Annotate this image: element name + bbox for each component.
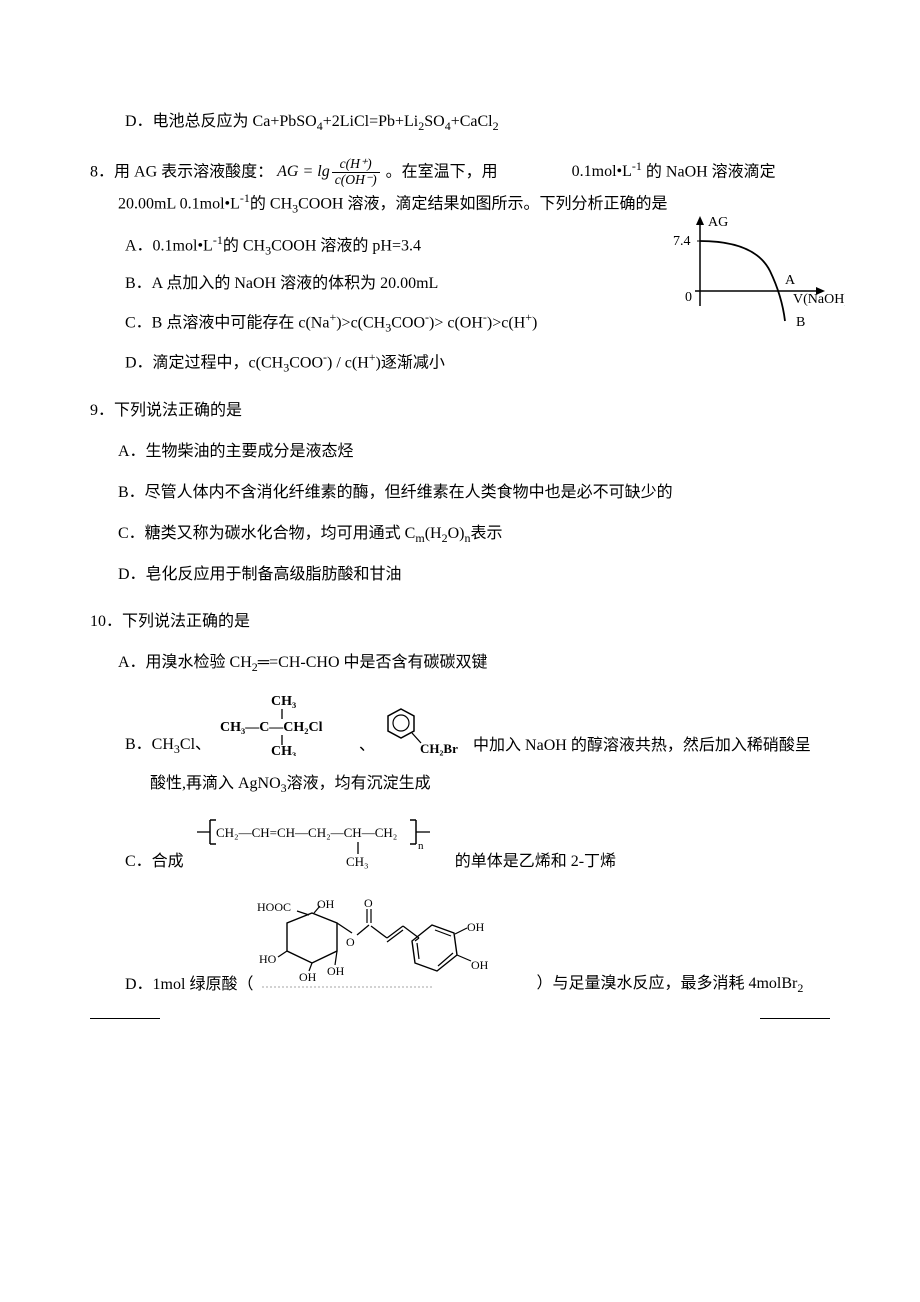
point-a-label: A (785, 273, 796, 288)
text: B．A 点加入的 NaOH 溶液的体积为 20.00mL (125, 275, 438, 292)
text: ）与足量溴水反应，最多消耗 4molBr (536, 975, 797, 992)
chlorogenic-acid-structure: HOOC OH HO OH OH O O (257, 893, 532, 1004)
text: B．CH (125, 736, 174, 753)
svg-text:CH₂Br: CH₂Br (420, 741, 458, 756)
text: B．尽管人体内不含消化纤维素的酶，但纤维素在人类食物中也是必不可缺少的 (118, 484, 673, 501)
text: ) (532, 314, 537, 331)
q10-option-b: B．CH3Cl、 CH₃ CH₃—C—CH₂Cl CH₃ 、 CH₂Br 中加入… (125, 691, 830, 767)
text: 的 CH (250, 195, 292, 212)
q8-option-c: C．B 点溶液中可能存在 c(Na+)>c(CH3COO-)> c(OH-)>c… (125, 307, 620, 339)
text: D．电池总反应为 Ca+PbSO (125, 113, 317, 130)
q9-option-a: A．生物柴油的主要成分是液态烃 (118, 438, 830, 467)
text: C．B 点溶液中可能存在 c(Na (125, 314, 329, 331)
q10-number: 10． (90, 613, 122, 630)
text: D．滴定过程中，c(CH (125, 354, 283, 371)
text: )>c(H (487, 314, 525, 331)
lhs: AG = lg (277, 163, 330, 180)
text: COOH 溶液的 pH=3.4 (271, 237, 421, 254)
svg-text:HO: HO (259, 952, 277, 966)
text: 的单体是乙烯和 2-丁烯 (455, 848, 616, 881)
footer-rule-right (760, 1018, 830, 1019)
text: 中加入 NaOH 的醇溶液共热，然后加入稀硝酸呈 (473, 732, 811, 767)
origin-label: 0 (685, 290, 692, 305)
q8-option-b: B．A 点加入的 NaOH 溶液的体积为 20.00mL (125, 270, 620, 299)
q9-option-b: B．尽管人体内不含消化纤维素的酶，但纤维素在人类食物中也是必不可缺少的 (118, 479, 830, 508)
q9-number: 9． (90, 402, 114, 419)
svg-text:n: n (418, 840, 424, 852)
svg-text:CH₃: CH₃ (271, 694, 296, 709)
footer-rule-left (90, 1018, 160, 1019)
benzyl-bromide-structure: CH₂Br (379, 701, 469, 767)
svg-text:CH₃: CH₃ (346, 854, 369, 869)
text: 酸性,再滴入 AgNO (150, 775, 281, 792)
text: C．糖类又称为碳水化合物，均可用通式 C (118, 525, 415, 542)
text: A．生物柴油的主要成分是液态烃 (118, 443, 354, 460)
y-tick-label: 7.4 (673, 234, 691, 249)
svg-text:OH: OH (327, 964, 345, 978)
question-9: 9．下列说法正确的是 A．生物柴油的主要成分是液态烃 B．尽管人体内不含消化纤维… (90, 397, 830, 590)
text: COO (391, 314, 425, 331)
text: )> c(OH (429, 314, 483, 331)
q10-option-b-cont: 酸性,再滴入 AgNO3溶液，均有沉淀生成 (150, 770, 830, 800)
text: O) (448, 525, 465, 542)
text: 表示 (470, 525, 502, 542)
q8-option-d: D．滴定过程中，c(CH3COO-) / c(H+)逐渐减小 (125, 347, 620, 379)
svg-text:OH: OH (467, 920, 485, 934)
svg-text:OH: OH (299, 970, 317, 984)
svg-text:HOOC: HOOC (257, 900, 291, 914)
text: 。在室温下，用 (386, 163, 498, 180)
svg-text:CH₃—C—CH₂Cl: CH₃—C—CH₂Cl (220, 720, 323, 735)
svg-text:OH: OH (317, 897, 335, 911)
text: A．用溴水检验 CH (118, 654, 252, 671)
svg-text:O: O (364, 896, 373, 910)
text: )>c(CH (336, 314, 385, 331)
text: 、 (359, 732, 375, 767)
text: +2LiCl=Pb+Li (323, 113, 419, 130)
svg-text:O: O (346, 935, 355, 949)
q9-option-d: D．皂化反应用于制备高级脂肪酸和甘油 (118, 561, 830, 590)
q10-option-c: C．合成 CH₂—CH=CH—CH₂—CH—CH₂ n CH₃ 的单体是乙烯和 … (125, 812, 830, 881)
point-b-label: B (796, 315, 805, 330)
text: COO (289, 354, 323, 371)
q10-option-a: A．用溴水检验 CH2═=CH-CHO 中是否含有碳碳双键 (118, 649, 830, 679)
text: 的 CH (223, 237, 265, 254)
text: Cl、 (180, 736, 211, 753)
q10-option-d: D．1mol 绿原酸（ HOOC OH HO OH OH O (125, 893, 830, 1004)
text: (H (425, 525, 442, 542)
polymer-structure: CH₂—CH=CH—CH₂—CH—CH₂ n CH₃ (192, 812, 447, 881)
text: D．1mol 绿原酸（ (125, 971, 253, 1004)
text: 0.1mol•L (572, 163, 632, 180)
svg-text:CH₃: CH₃ (271, 744, 296, 756)
text: 的 NaOH 溶液滴定 (646, 163, 776, 180)
text: =CH-CHO 中是否含有碳碳双键 (269, 654, 487, 671)
svg-text:OH: OH (471, 958, 489, 972)
text: COOH 溶液，滴定结果如图所示。下列分析正确的是 (298, 195, 667, 212)
svg-text:CH₂—CH=CH—CH₂—CH—CH₂: CH₂—CH=CH—CH₂—CH—CH₂ (216, 825, 397, 840)
q8-number: 8． (90, 163, 114, 180)
numerator: c(H⁺) (332, 157, 380, 173)
text: 溶液，均有沉淀生成 (287, 775, 431, 792)
q7-option-d: D．电池总反应为 Ca+PbSO4+2LiCl=Pb+Li2SO4+CaCl2 (125, 108, 830, 138)
text: A．0.1mol•L (125, 237, 213, 254)
q8-option-a: A．0.1mol•L-1的 CH3COOH 溶液的 pH=3.4 (125, 230, 620, 262)
text: SO (424, 113, 444, 130)
x-axis-label: V(NaOH) (793, 292, 845, 307)
q9-option-c: C．糖类又称为碳水化合物，均可用通式 Cm(H2O)n表示 (118, 520, 830, 550)
denominator: c(OH⁻) (332, 173, 380, 188)
text: +CaCl (451, 113, 493, 130)
text: 20.00mL 0.1mol•L (118, 195, 240, 212)
text: D．皂化反应用于制备高级脂肪酸和甘油 (118, 566, 402, 583)
y-axis-label: AG (708, 215, 728, 230)
neopentyl-chloride-structure: CH₃ CH₃—C—CH₂Cl CH₃ (215, 691, 355, 767)
ag-titration-graph: AG 7.4 0 A V(NaOH) B (670, 211, 845, 341)
ag-formula: AG = lgc(H⁺)c(OH⁻) (277, 163, 385, 180)
text: 用 AG 表示溶液酸度： (114, 163, 273, 180)
q9-stem: 下列说法正确的是 (114, 402, 242, 419)
text: )逐渐减小 (376, 354, 445, 371)
text: ) / c(H (327, 354, 369, 371)
question-10: 10．下列说法正确的是 A．用溴水检验 CH2═=CH-CHO 中是否含有碳碳双… (90, 608, 830, 1004)
question-8: 8．用 AG 表示溶液酸度： AG = lgc(H⁺)c(OH⁻) 。在室温下，… (90, 156, 830, 379)
text: C．合成 (125, 848, 184, 881)
q10-stem: 下列说法正确的是 (122, 613, 250, 630)
